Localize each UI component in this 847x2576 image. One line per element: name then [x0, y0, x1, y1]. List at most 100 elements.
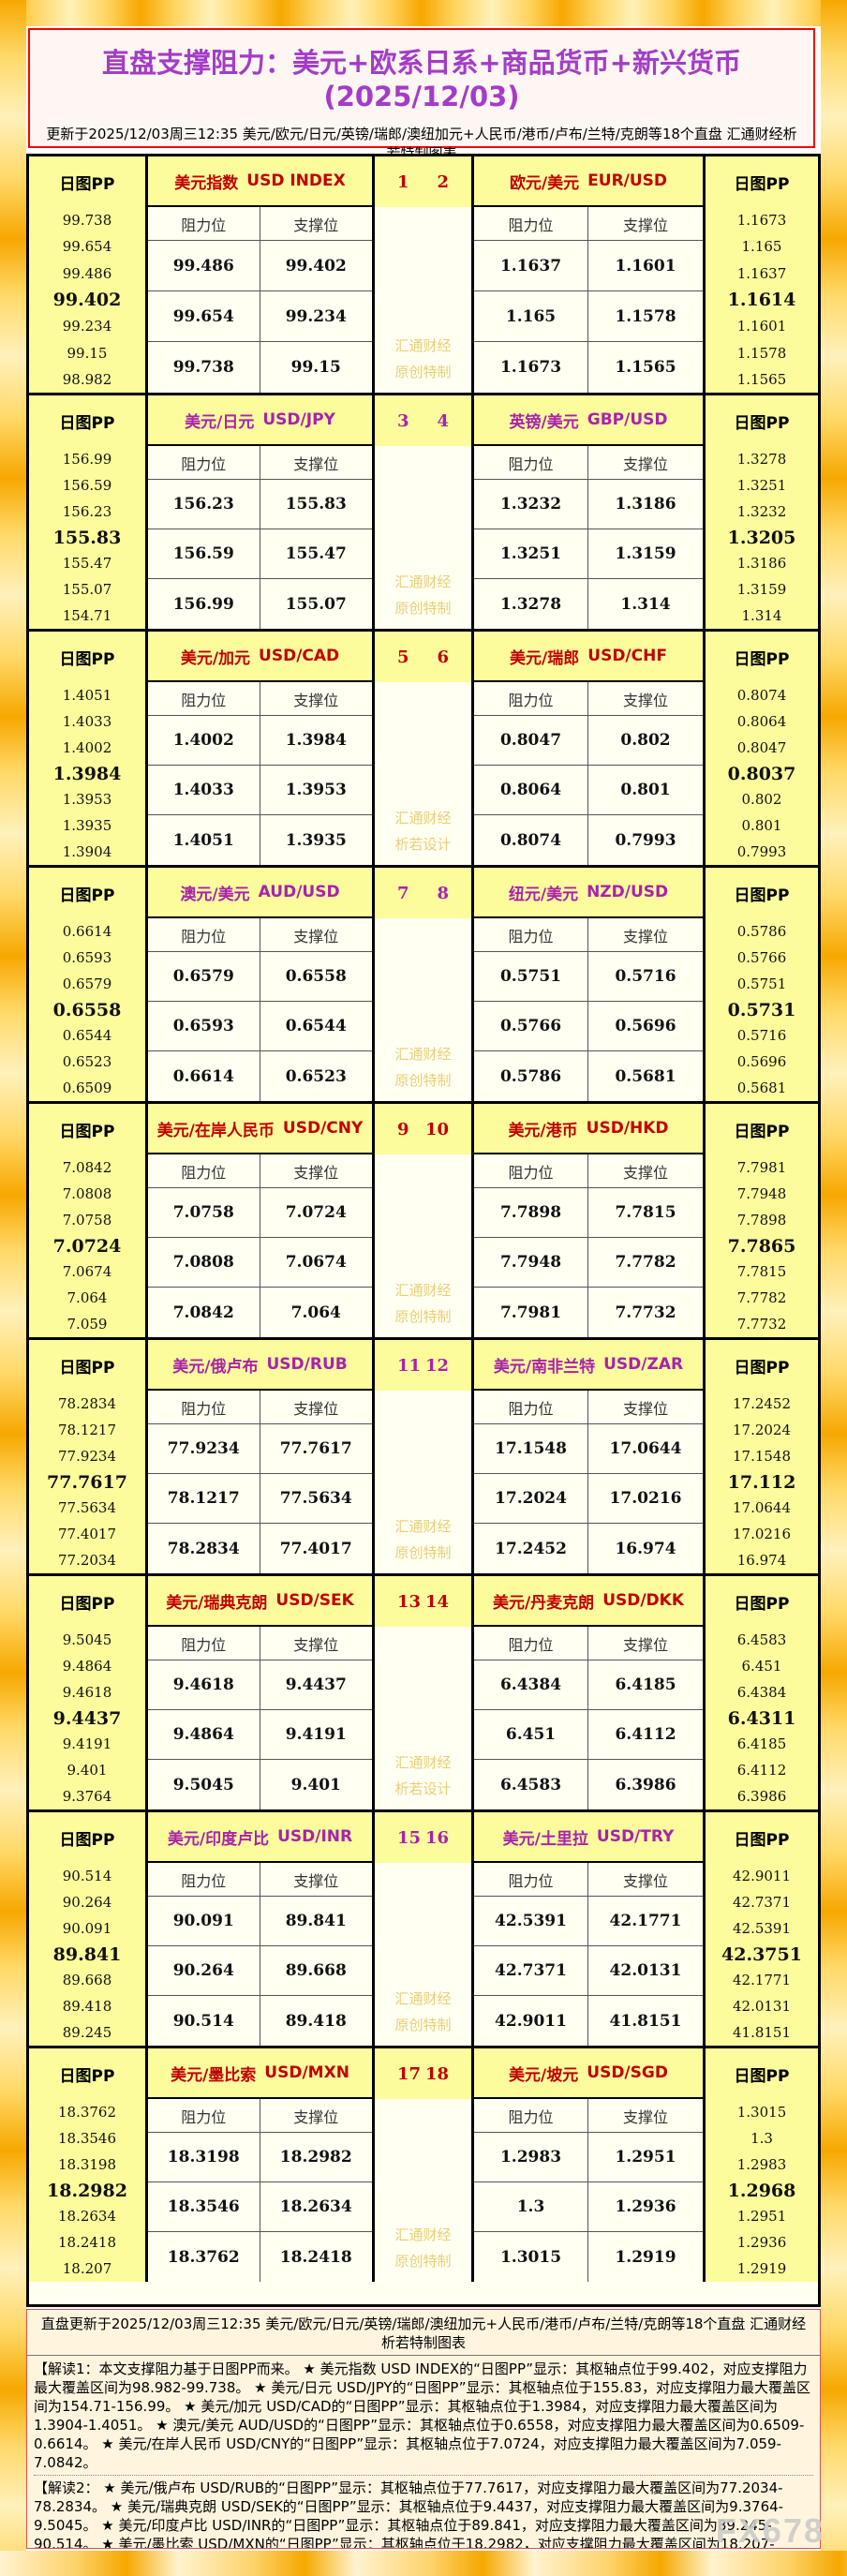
- resistance-header: 阻力位: [148, 446, 260, 480]
- pivot-value: 17.112: [727, 1471, 796, 1493]
- pp-value: 0.5681: [736, 1080, 787, 1097]
- support-value: 9.4191: [260, 1710, 372, 1760]
- watermark-line: 汇通财经: [394, 1046, 452, 1063]
- resistance-support-grid: 阻力位 支撑位 0.6579 0.6558 0.6593 0.6544 0.6614 0.65…: [148, 918, 372, 1101]
- support-value: 99.234: [260, 291, 372, 342]
- resistance-support-grid: 阻力位 支撑位 77.9234 77.7617 78.1217 77.5634 78.283…: [148, 1391, 372, 1573]
- resistance-header: 阻力位: [474, 2099, 588, 2133]
- gold-frame-right: [821, 0, 847, 2576]
- pair-name-cn: 美元/港币: [508, 1121, 578, 1140]
- pp-value: 7.7898: [736, 1211, 787, 1228]
- pp-value: 42.0131: [732, 1998, 792, 2016]
- resistance-header: 阻力位: [148, 1627, 260, 1660]
- pp-value: 0.6579: [62, 975, 112, 992]
- watermark-line: 析若设计: [394, 836, 452, 853]
- support-value: 99.15: [290, 358, 341, 377]
- pp-value: 1.3904: [62, 843, 112, 861]
- pivot-table: 日图PP 99.738 99.654 99.486 99.402 99.234 99.15 9…: [26, 154, 821, 2307]
- pp-column: 日图PP 9.5045 9.4864 9.4618 9.4437 9.4191 9.401 9…: [29, 1576, 148, 1809]
- pp-value: 89.245: [62, 2024, 112, 2042]
- resistance-value: 7.7948: [474, 1238, 588, 1288]
- pair-number: 16: [424, 1827, 449, 1848]
- pp-value: 0.801: [741, 817, 782, 835]
- resistance-header: 阻力位: [474, 918, 588, 952]
- support-value: 0.6523: [285, 1066, 347, 1086]
- support-header: 支撑位: [260, 1627, 372, 1660]
- pair-name-cn: 美元/土里拉: [502, 1829, 588, 1849]
- pp-header: 日图PP: [59, 1830, 115, 1850]
- index-column: 13 14 汇通财经 析若设计: [375, 1576, 474, 1809]
- pivot-value: 7.0724: [52, 1235, 122, 1257]
- watermark-line: 汇通财经: [394, 2226, 452, 2243]
- resistance-header: 阻力位: [474, 1154, 588, 1188]
- support-header: 支撑位: [260, 682, 372, 716]
- pair-code: USD/SEK: [275, 1591, 354, 1610]
- pp-value: 7.7981: [736, 1158, 787, 1176]
- watermark-area: 汇通财经 原创特制: [375, 446, 471, 629]
- resistance-support-grid: 阻力位 支撑位 1.3232 1.3186 1.3251 1.3159 1.3278 1.31…: [474, 446, 703, 629]
- pp-header: 日图PP: [734, 1830, 790, 1850]
- pp-value: 9.4864: [62, 1657, 112, 1675]
- index-column: 1 2 汇通财经 原创特制: [375, 156, 474, 393]
- pp-value: 1.1565: [736, 370, 787, 388]
- note-divider: [34, 2475, 813, 2476]
- pp-value: 7.0758: [62, 1211, 112, 1228]
- pp-value: 7.0808: [62, 1184, 112, 1202]
- pair-title: 纽元/美元 NZD/USD: [474, 868, 703, 918]
- watermark-line: 汇通财经: [394, 1518, 452, 1535]
- brand-watermark: FX678: [715, 2511, 825, 2550]
- pp-value: 90.514: [62, 1867, 112, 1884]
- resistance-value: 156.23: [148, 480, 260, 529]
- support-value: 0.5696: [588, 1002, 703, 1051]
- support-header: 支撑位: [260, 918, 372, 952]
- support-value: 0.802: [588, 716, 703, 766]
- pair-title: 美元/坡元 USD/SGD: [474, 2048, 703, 2099]
- support-value: 42.0131: [588, 1946, 703, 1996]
- watermark-area: 汇通财经 原创特制: [375, 918, 471, 1101]
- support-header: 支撑位: [588, 2099, 703, 2133]
- pp-value: 1.165: [741, 238, 782, 256]
- pivot-value: 0.5731: [727, 999, 796, 1020]
- resistance-value: 90.264: [148, 1946, 260, 1996]
- pp-value: 1.3232: [736, 502, 787, 520]
- pp-header: 日图PP: [59, 649, 115, 669]
- pp-value: 99.738: [62, 212, 112, 230]
- pair-number: 13: [397, 1591, 422, 1612]
- currency-block: 日图PP 90.514 90.264 90.091 89.841 89.668 89.418…: [29, 1809, 818, 2046]
- pp-value: 7.7948: [736, 1184, 787, 1202]
- support-value: 18.2634: [260, 2182, 372, 2232]
- pp-value: 18.207: [62, 2260, 112, 2278]
- pp-column: 日图PP 0.6614 0.6593 0.6579 0.6558 0.6544 0.6523…: [29, 868, 148, 1101]
- resistance-value: 99.654: [148, 291, 260, 342]
- support-value: 1.3159: [588, 529, 703, 579]
- pair-name-cn: 美元/瑞郎: [510, 648, 580, 668]
- support-value: 17.0216: [588, 1474, 703, 1524]
- pp-column: 日图PP 7.7981 7.7948 7.7898 7.7865 7.7815 7.7782…: [706, 1104, 818, 1337]
- support-value: 77.7617: [260, 1424, 372, 1474]
- pp-value: 156.23: [62, 502, 112, 520]
- pp-column: 日图PP 0.8074 0.8064 0.8047 0.8037 0.802 0.801 0.…: [706, 632, 818, 865]
- support-value: 6.4112: [588, 1710, 703, 1760]
- watermark-line: 原创特制: [394, 2017, 452, 2033]
- pp-value: 0.8064: [736, 712, 787, 730]
- resistance-header: 阻力位: [148, 682, 260, 716]
- pair-panel: 英镑/美元 GBP/USD 阻力位 支撑位 1.3232 1.3186 1.3251 1.31…: [474, 395, 706, 629]
- resistance-value: 77.9234: [148, 1424, 260, 1474]
- pair-name-cn: 澳元/美元: [180, 885, 250, 904]
- support-header: 支撑位: [260, 446, 372, 480]
- pp-value: 41.8151: [732, 2024, 792, 2042]
- note-2: 【解读2： ★ 美元/俄卢布 USD/RUB的“日图PP”显示：其枢轴点位于77…: [34, 2479, 784, 2549]
- pair-panel: 美元/土里拉 USD/TRY 阻力位 支撑位 42.5391 42.1771 42.7371…: [474, 1812, 706, 2046]
- resistance-value: 0.6579: [148, 952, 260, 1002]
- support-header: 支撑位: [588, 682, 703, 716]
- pp-value: 18.2418: [57, 2234, 117, 2252]
- pp-header: 日图PP: [59, 1122, 115, 1141]
- support-header: 支撑位: [588, 1391, 703, 1424]
- site-watermark: 汇通财经 原创特制: [375, 569, 471, 621]
- pair-name-cn: 英镑/美元: [509, 412, 579, 432]
- pp-column: 日图PP 0.5786 0.5766 0.5751 0.5731 0.5716 0.5696…: [706, 868, 818, 1101]
- resistance-value: 7.7981: [474, 1288, 588, 1337]
- pair-name-cn: 美元指数: [174, 173, 239, 193]
